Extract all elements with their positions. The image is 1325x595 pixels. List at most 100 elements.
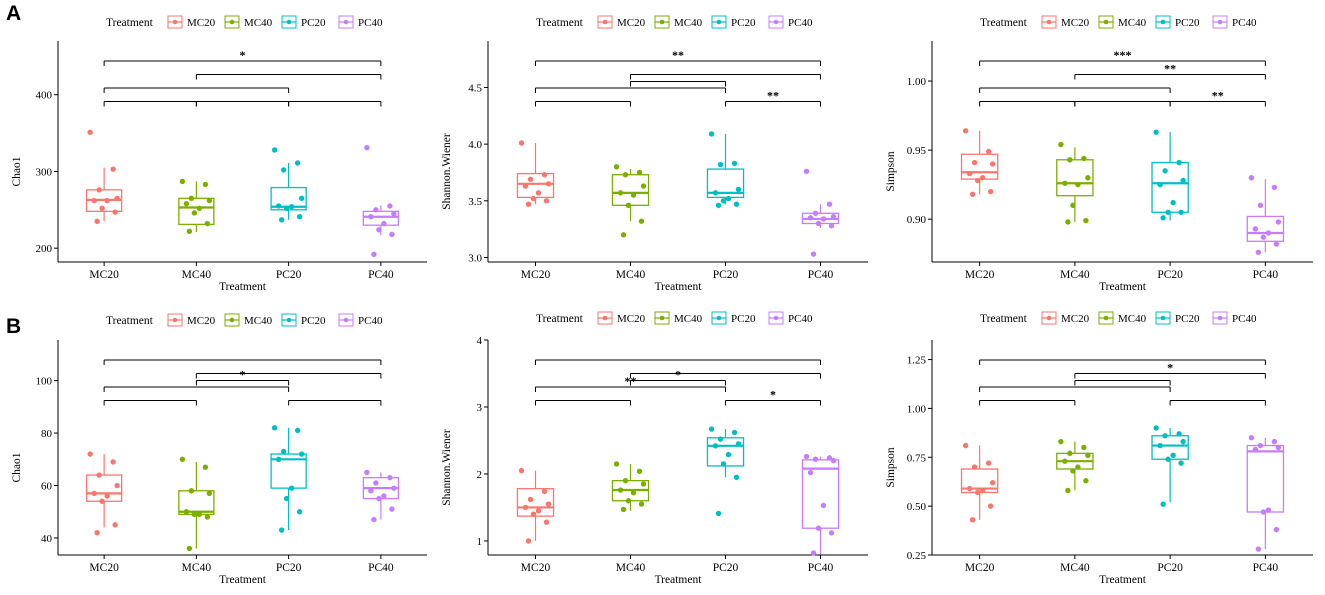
box-pc20: [270, 163, 307, 220]
significance-bracket: [979, 101, 1076, 107]
data-point: [191, 210, 198, 216]
significance-label: **: [672, 48, 684, 62]
box-iqr: [1246, 215, 1285, 242]
data-point: [620, 232, 627, 238]
legend-label-pc20: PC20: [301, 315, 326, 327]
data-point: [296, 214, 303, 220]
significance-label: **: [1212, 89, 1224, 103]
data-point: [1257, 442, 1264, 449]
significance-bracket: **: [1169, 89, 1266, 107]
data-point: [541, 172, 548, 178]
data-point: [1085, 452, 1091, 459]
x-tick-label-mc40: MC40: [1060, 562, 1090, 574]
legend: Treatment MC20 MC40 PC20 PC40: [106, 313, 383, 327]
data-point: [828, 530, 835, 536]
data-point: [94, 530, 100, 536]
data-point: [1075, 464, 1081, 470]
data-point: [720, 461, 727, 467]
data-point: [987, 503, 994, 509]
data-point: [830, 457, 837, 464]
data-point: [625, 202, 632, 209]
data-point: [725, 195, 732, 202]
data-point: [87, 451, 93, 457]
legend-label-pc40: PC40: [788, 313, 813, 325]
y-tick-label: 0.95: [907, 145, 927, 157]
data-point: [381, 493, 387, 499]
y-tick-label: 60: [41, 481, 53, 493]
significance-bracket: *: [1074, 361, 1266, 379]
y-tick-label: 4.0: [468, 139, 482, 151]
significance-bracket: [630, 74, 821, 80]
data-point: [1062, 458, 1068, 464]
data-point: [206, 490, 213, 497]
data-point: [368, 214, 374, 220]
data-point: [640, 481, 647, 487]
x-tick-label-mc20: MC20: [89, 562, 119, 574]
y-tick-label: 4.5: [468, 82, 482, 94]
data-point: [204, 514, 211, 520]
data-point: [387, 203, 393, 209]
significance-label: *: [770, 388, 776, 402]
data-point: [364, 469, 370, 476]
data-point: [373, 480, 379, 486]
significance-bracket: *: [103, 48, 382, 66]
data-point: [962, 128, 969, 134]
data-point: [188, 195, 195, 202]
legend-key-dot: [602, 19, 608, 25]
box-mc40: [178, 461, 215, 549]
y-tick-label: 100: [36, 376, 53, 388]
data-point: [186, 545, 193, 552]
legend-key-dot: [286, 317, 292, 323]
data-point: [613, 461, 620, 467]
data-point: [803, 168, 810, 175]
x-tick-label-mc20: MC20: [521, 562, 551, 574]
legend-label-pc40: PC40: [358, 17, 383, 29]
data-point: [1081, 155, 1087, 162]
legend-key-dot: [172, 317, 178, 323]
legend: Treatment MC20 MC40 PC20 PC40: [536, 311, 813, 325]
box-pc20: [270, 427, 307, 531]
data-point: [94, 218, 100, 225]
legend-key-dot: [602, 315, 608, 321]
data-point: [525, 201, 532, 207]
data-point: [712, 443, 719, 449]
data-point: [278, 217, 285, 223]
data-point: [962, 442, 969, 449]
data-point: [91, 490, 97, 497]
y-tick-label: 4: [477, 335, 483, 347]
legend-key-dot: [343, 19, 349, 25]
box-pc40: [1246, 437, 1285, 550]
data-point: [391, 210, 397, 217]
data-point: [1255, 249, 1262, 256]
y-axis-title: Shannon.Wiener: [441, 133, 453, 210]
data-point: [1065, 219, 1071, 225]
legend-key-dot: [286, 19, 292, 25]
legend-label-pc40: PC40: [1232, 313, 1257, 325]
significance-label: *: [240, 48, 246, 62]
x-axis-title: Treatment: [1099, 574, 1147, 586]
data-point: [543, 519, 550, 525]
significance-bracket: **: [535, 48, 821, 66]
data-point: [1162, 433, 1168, 439]
legend-key-dot: [659, 315, 665, 321]
chart-B-shannon: Treatment MC20 MC40 PC20 PC40 1 2 3 4 MC20 MC40 PC2…: [441, 311, 868, 586]
data-point: [812, 456, 819, 462]
data-point: [979, 487, 986, 494]
data-point: [283, 205, 290, 211]
y-tick-label: 0.50: [907, 501, 927, 513]
data-point: [387, 474, 393, 481]
legend-label-mc40: MC40: [674, 17, 703, 29]
data-point: [545, 181, 552, 187]
data-point: [110, 459, 116, 465]
data-point: [731, 160, 738, 167]
data-point: [1271, 184, 1278, 191]
legend-label-mc40: MC40: [1118, 17, 1147, 29]
data-point: [1062, 180, 1068, 186]
x-tick-label-pc20: PC20: [276, 562, 302, 574]
data-point: [1157, 181, 1163, 188]
data-point: [525, 538, 532, 544]
x-axis-title: Treatment: [655, 281, 703, 293]
chart-A-chao1: Treatment MC20 MC40 PC20 PC40 200 300 400 MC20 MC…: [11, 15, 427, 293]
significance-bracket: [195, 373, 382, 379]
data-point: [371, 251, 377, 258]
